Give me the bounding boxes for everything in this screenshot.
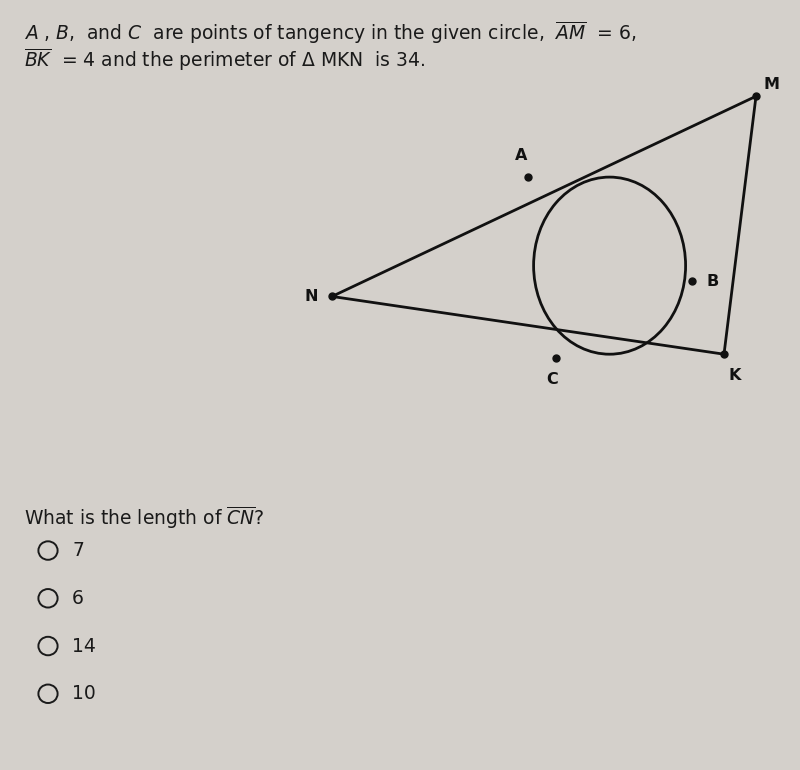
Text: C: C — [546, 372, 558, 387]
Text: $A$ , $B$,  and $C$  are points of tangency in the given circle,  $\overline{AM}: $A$ , $B$, and $C$ are points of tangenc… — [24, 19, 637, 46]
Text: 10: 10 — [72, 685, 96, 703]
Text: $\overline{BK}$  = 4 and the perimeter of $\Delta$ MKN  is 34.: $\overline{BK}$ = 4 and the perimeter of… — [24, 46, 426, 73]
Text: 7: 7 — [72, 541, 84, 560]
Text: 14: 14 — [72, 637, 96, 655]
Text: N: N — [304, 289, 318, 304]
Text: K: K — [728, 368, 741, 383]
Text: 6: 6 — [72, 589, 84, 608]
Text: What is the length of $\overline{CN}$?: What is the length of $\overline{CN}$? — [24, 504, 265, 531]
Text: B: B — [706, 273, 718, 289]
Text: A: A — [515, 149, 528, 163]
Text: M: M — [763, 77, 779, 92]
